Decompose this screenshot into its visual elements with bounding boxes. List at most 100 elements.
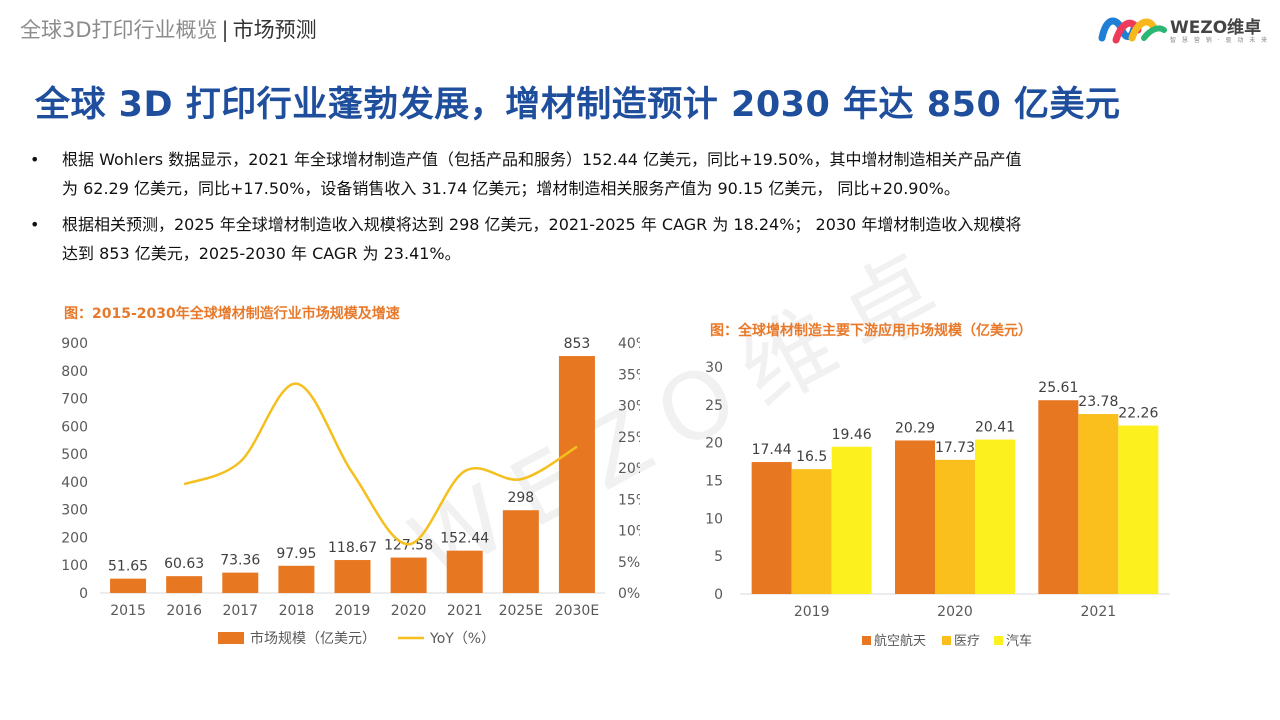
bar-data-label: 118.67 — [328, 540, 377, 556]
x-axis-tick-label: 2020 — [937, 604, 973, 620]
y-axis-tick-label: 700 — [61, 392, 88, 408]
bar — [502, 510, 539, 593]
page-title: 全球 3D 打印行业蓬勃发展，增材制造预计 2030 年达 850 亿美元 — [35, 85, 1121, 125]
legend-label: 医疗 — [954, 634, 980, 649]
bar-data-label: 22.26 — [1118, 406, 1158, 422]
bar-data-label: 19.46 — [832, 427, 872, 443]
bar-data-label: 127.58 — [384, 538, 433, 554]
legend-swatch — [994, 636, 1003, 645]
y2-axis-tick-label: 25% — [618, 430, 640, 446]
legend-label: 市场规模（亿美元） — [250, 630, 376, 647]
bullet-line: 为 62.29 亿美元，同比+17.50%，设备销售收入 31.74 亿美元；增… — [62, 179, 960, 198]
y2-axis-tick-label: 20% — [618, 461, 640, 477]
bar-data-label: 60.63 — [164, 556, 204, 572]
bar — [110, 578, 147, 593]
chart2-title: 图：全球增材制造主要下游应用市场规模（亿美元） — [710, 323, 1032, 339]
x-axis-tick-label: 2019 — [794, 604, 830, 620]
y2-axis-tick-label: 10% — [618, 524, 640, 540]
brand-logo: WEZO维卓 智 慧 营 销 · 驱 动 未 来 — [1098, 8, 1273, 48]
legend-label: 汽车 — [1006, 633, 1032, 649]
bar — [1118, 425, 1159, 594]
bullet-line: 根据相关预测，2025 年全球增材制造收入规模将达到 298 亿美元，2021-… — [62, 215, 1022, 234]
y-axis-tick-label: 0 — [714, 587, 723, 603]
bar — [222, 572, 259, 593]
y-axis-tick-label: 100 — [61, 558, 88, 574]
bullet-dot-icon: • — [30, 150, 40, 169]
y2-axis-tick-label: 0% — [618, 586, 640, 602]
bar — [751, 462, 792, 594]
y-axis-tick-label: 10 — [705, 511, 723, 527]
chart1-title: 图：2015-2030年全球增材制造行业市场规模及增速 — [64, 306, 400, 322]
bar-data-label: 17.73 — [935, 440, 975, 456]
bar-data-label: 16.5 — [796, 449, 827, 465]
bar-data-label: 152.44 — [440, 531, 489, 547]
y-axis-tick-label: 500 — [61, 447, 88, 463]
subsection-title: 市场预测 — [232, 18, 317, 42]
x-axis-tick-label: 2020 — [391, 603, 427, 619]
brand-name: WEZO维卓 — [1170, 18, 1262, 38]
y-axis-tick-label: 800 — [61, 364, 88, 380]
x-axis-tick-label: 2025E — [499, 603, 543, 619]
y-axis-tick-label: 15 — [705, 474, 723, 490]
y-axis-tick-label: 30 — [705, 360, 723, 376]
bar-data-label: 73.36 — [220, 553, 260, 569]
y-axis-tick-label: 200 — [61, 530, 88, 546]
bar-data-label: 23.78 — [1078, 394, 1118, 410]
breadcrumb-separator: | — [221, 18, 229, 42]
breadcrumb: 全球3D打印行业概览 | 市场预测 — [20, 14, 317, 44]
application-chart: 0 5 10 15 20 25 30 17.44 16.5 19.46 2019 20.2917.73… — [705, 360, 1170, 649]
market-size-chart: 0 100 200 300 400 500 600 700 800 900 0% 5% 10% 15% 20… — [61, 336, 640, 647]
bullet-item: • 根据 Wohlers 数据显示，2021 年全球增材制造产值（包括产品和服务… — [30, 145, 1190, 203]
bar-data-label: 25.61 — [1038, 380, 1078, 396]
legend-label: YoY（%） — [429, 631, 495, 647]
y2-axis-tick-label: 5% — [618, 555, 640, 571]
legend-swatch — [218, 632, 244, 644]
y2-axis-tick-label: 15% — [618, 492, 640, 508]
x-axis-tick-label: 2021 — [447, 603, 483, 619]
x-axis-tick-label: 2019 — [335, 603, 371, 619]
y-axis-tick-label: 600 — [61, 419, 88, 435]
x-axis-tick-label: 2018 — [279, 603, 315, 619]
y-axis-tick-label: 25 — [705, 398, 723, 414]
x-axis-tick-label: 2030E — [555, 603, 599, 619]
x-axis-tick-label: 2016 — [166, 603, 202, 619]
y-axis-tick-label: 20 — [705, 436, 723, 452]
x-axis-tick-label: 2015 — [110, 603, 146, 619]
y-axis-tick-label: 5 — [714, 549, 723, 565]
bar — [935, 459, 975, 594]
y-axis-tick-label: 400 — [61, 475, 88, 491]
bar — [558, 356, 595, 593]
bar-data-label: 20.41 — [975, 420, 1015, 436]
bar — [791, 469, 832, 594]
yoy-line — [183, 382, 578, 546]
y2-axis-tick-label: 35% — [618, 367, 640, 383]
bar-data-label: 853 — [564, 336, 591, 352]
y-axis-tick-label: 0 — [79, 586, 88, 602]
y-axis-tick-label: 900 — [61, 336, 88, 352]
bar — [831, 446, 872, 594]
bar — [334, 560, 371, 593]
bullet-dot-icon: • — [30, 215, 40, 234]
bar-data-label: 51.65 — [108, 559, 148, 575]
bar — [446, 550, 483, 593]
y2-axis-tick-label: 30% — [618, 399, 640, 415]
brand-tagline: 智 慧 营 销 · 驱 动 未 来 — [1170, 37, 1270, 44]
bullet-line: 根据 Wohlers 数据显示，2021 年全球增材制造产值（包括产品和服务）1… — [62, 150, 1022, 169]
x-axis-tick-label: 2021 — [1081, 604, 1117, 620]
bullet-item: • 根据相关预测，2025 年全球增材制造收入规模将达到 298 亿美元，202… — [30, 210, 1190, 268]
bullet-line: 达到 853 亿美元，2025-2030 年 CAGR 为 23.41%。 — [62, 244, 461, 263]
bar — [975, 439, 1015, 594]
bar — [166, 576, 203, 593]
y2-axis-tick-label: 40% — [618, 336, 640, 352]
bar — [895, 440, 935, 594]
legend-swatch — [942, 636, 951, 645]
bar — [278, 565, 315, 593]
bar — [1078, 414, 1119, 594]
bullet-list: • 根据 Wohlers 数据显示，2021 年全球增材制造产值（包括产品和服务… — [30, 145, 1190, 275]
bar — [390, 557, 427, 593]
bar-data-label: 298 — [507, 490, 534, 506]
y-axis-tick-label: 300 — [61, 503, 88, 519]
bar-data-label: 17.44 — [752, 442, 792, 458]
section-title: 全球3D打印行业概览 — [20, 18, 218, 42]
bar-data-label: 20.29 — [895, 420, 935, 436]
